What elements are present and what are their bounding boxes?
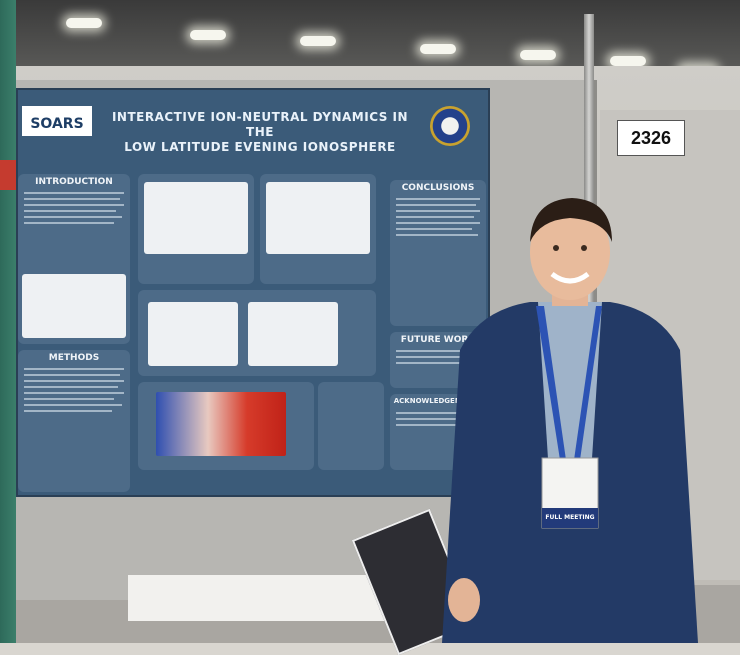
altitude-plot: [266, 182, 370, 254]
research-poster: SOARS INTERACTIVE ION-NEUTRAL DYNAMICS I…: [16, 88, 490, 497]
acknowledgements-heading: ACKNOWLEDGEMENTS: [393, 397, 483, 405]
figure-panel-1: [138, 174, 254, 284]
future-work-heading: FUTURE WORK: [400, 335, 476, 345]
presenter-person: [442, 198, 698, 643]
figure-caption: [318, 382, 384, 470]
intro-plot: [22, 274, 126, 338]
badge-footer-label: FULL MEETING: [545, 514, 595, 521]
velocity-plot-right: [248, 302, 338, 366]
conclusions-section: CONCLUSIONS: [390, 180, 486, 326]
heatmap-figure: [156, 392, 286, 456]
poster-title: INTERACTIVE ION-NEUTRAL DYNAMICS IN THE …: [100, 110, 420, 155]
soars-logo: SOARS: [22, 106, 92, 136]
methods-section: METHODS: [18, 350, 130, 492]
left-edge-banner: [0, 0, 16, 643]
latitude-plot: [144, 182, 248, 254]
conclusions-heading: CONCLUSIONS: [401, 183, 475, 193]
velocity-plot-left: [148, 302, 238, 366]
figure-panel-2: [260, 174, 376, 284]
ceiling: [0, 0, 740, 76]
poster-title-line-2: LOW LATITUDE EVENING IONOSPHERE: [124, 140, 396, 154]
figure-panel-4: [138, 382, 314, 470]
paper-on-floor: [128, 575, 388, 621]
introduction-heading: INTRODUCTION: [35, 177, 113, 187]
anniversary-seal-icon: [430, 106, 470, 146]
poster-title-line-1: INTERACTIVE ION-NEUTRAL DYNAMICS IN THE: [111, 110, 409, 139]
figure-panel-3: [138, 290, 376, 376]
booth-number-sign: 2326: [617, 120, 685, 156]
methods-heading: METHODS: [48, 353, 100, 363]
introduction-section: INTRODUCTION: [18, 174, 130, 344]
